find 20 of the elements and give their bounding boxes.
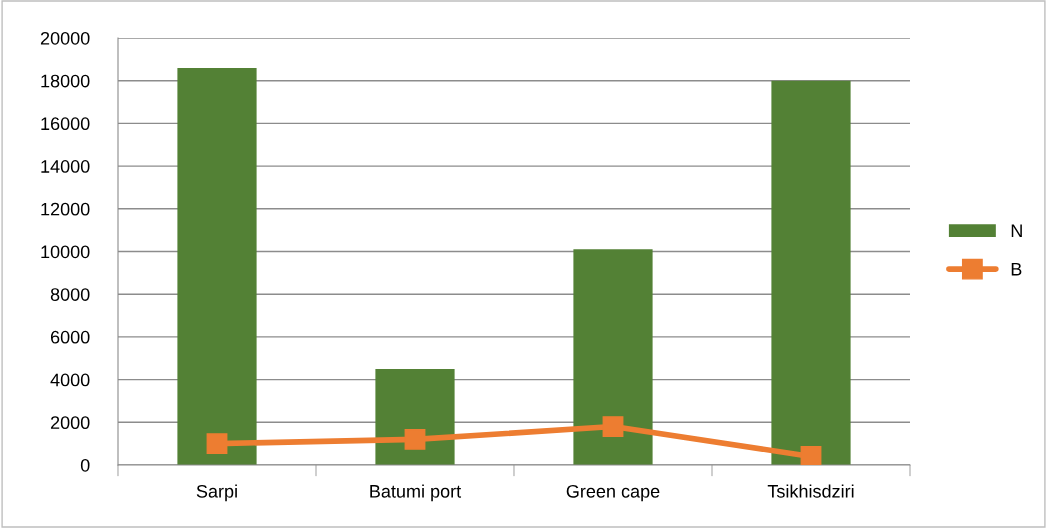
y-tick-label: 2000 [50, 416, 90, 430]
y-tick-label: 0 [80, 458, 90, 472]
y-tick-label: 14000 [41, 160, 90, 173]
x-tick-label: Batumi port [370, 484, 462, 502]
y-tick-label: 4000 [50, 373, 90, 387]
y-tick-label: 20000 [40, 31, 90, 45]
bar [573, 249, 653, 465]
x-tick-label: Sarpi [196, 484, 237, 502]
y-tick-label: 8000 [50, 288, 90, 301]
y-tick-label: 6000 [50, 330, 90, 344]
y-tick-label: 16000 [41, 117, 90, 131]
y-tick-label: 12000 [41, 202, 90, 216]
y-tick-label: 18000 [41, 74, 90, 88]
bar [771, 80, 851, 465]
legend-label: B [1011, 263, 1022, 276]
x-tick-label: Tsikhisdziri [767, 484, 854, 498]
x-tick-label: Green cape [566, 484, 660, 502]
legend-label: N [1011, 224, 1022, 237]
y-tick-label: 10000 [41, 245, 90, 259]
bar [177, 67, 257, 465]
